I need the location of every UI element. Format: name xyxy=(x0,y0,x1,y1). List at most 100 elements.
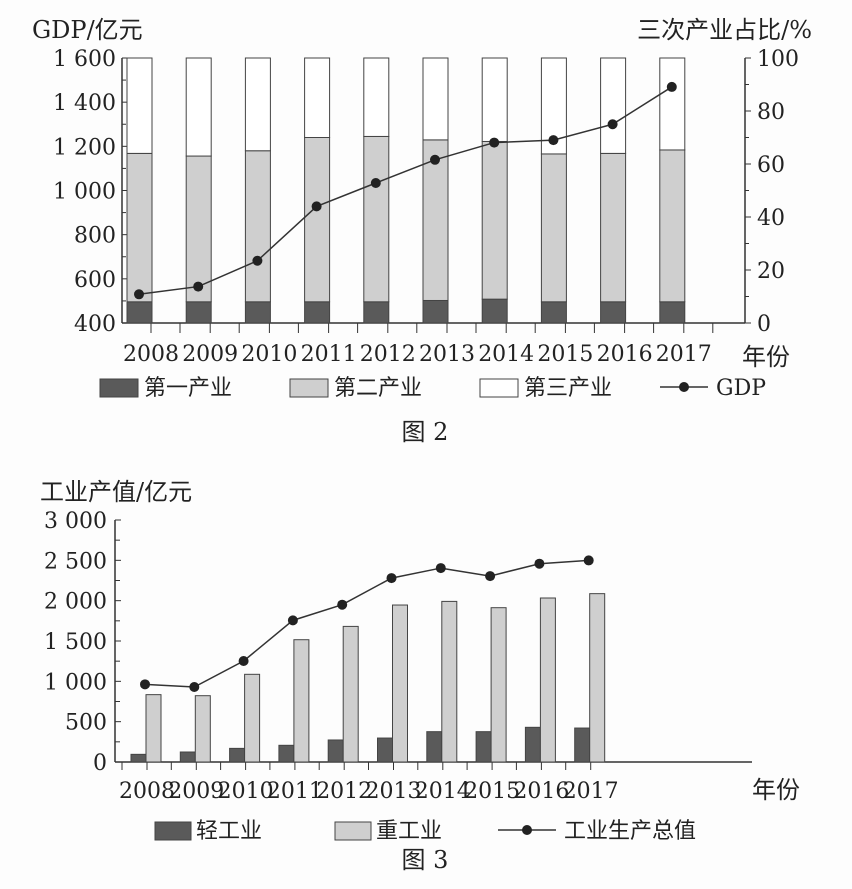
bar-heavy-2017 xyxy=(589,593,606,763)
left-tick-label: 1 600 xyxy=(53,47,116,72)
gdp-point-2014 xyxy=(489,137,500,148)
x-tick-label: 2012 xyxy=(360,342,416,367)
legend-label: 第二产业 xyxy=(334,376,422,401)
bar-heavy-2016 xyxy=(539,597,556,763)
bar-heavy-2011 xyxy=(293,639,310,763)
bar-secondary-2010 xyxy=(244,150,271,303)
legend-swatch-light xyxy=(154,821,192,841)
y-tick-label: 2 000 xyxy=(44,590,107,615)
bar-tertiary-2013 xyxy=(422,57,449,141)
x-tick-label: 2011 xyxy=(267,779,323,804)
bar-primary-2013 xyxy=(422,299,449,324)
x-tick-label: 2008 xyxy=(119,779,175,804)
x-tick-label: 2015 xyxy=(464,779,520,804)
gdp-point-2013 xyxy=(430,154,440,165)
legend-label: GDP xyxy=(716,376,766,401)
gdp-point-2012 xyxy=(370,177,381,188)
left-tick-label: 1 200 xyxy=(53,135,116,160)
gdp-line xyxy=(138,86,673,296)
y-tick-label: 1 000 xyxy=(44,670,107,695)
x-tick-label: 2009 xyxy=(168,779,224,804)
right-tick-label: 0 xyxy=(757,312,771,337)
bar-primary-2015 xyxy=(540,301,567,324)
bar-secondary-2009 xyxy=(185,155,212,303)
chart2-x-axis-title: 年份 xyxy=(742,343,790,371)
gdp-point-2008 xyxy=(134,289,144,300)
bar-secondary-2011 xyxy=(304,137,331,303)
left-tick-label: 400 xyxy=(74,312,116,337)
total-point-2011 xyxy=(287,615,298,626)
bar-tertiary-2008 xyxy=(126,57,153,154)
gdp-point-2017 xyxy=(666,81,677,92)
y-tick-label: 2 500 xyxy=(44,549,107,574)
chart2-right-axis-title: 三次产业占比/% xyxy=(637,16,812,44)
x-tick-label: 2009 xyxy=(182,342,238,367)
total-point-2012 xyxy=(337,599,348,610)
gdp-point-2010 xyxy=(252,255,263,266)
legend-total-marker xyxy=(522,825,532,835)
gdp-point-2009 xyxy=(193,281,204,292)
x-tick-label: 2011 xyxy=(301,342,357,367)
y-tick-label: 500 xyxy=(65,711,107,736)
bar-primary-2011 xyxy=(304,301,331,324)
total-point-2008 xyxy=(140,679,150,690)
bar-light-2010 xyxy=(229,747,246,763)
x-tick-label: 2013 xyxy=(366,779,422,804)
x-tick-label: 2014 xyxy=(415,779,471,804)
bar-heavy-2015 xyxy=(490,607,507,763)
total-point-2017 xyxy=(583,555,594,566)
x-tick-label: 2017 xyxy=(563,779,619,804)
x-tick-label: 2012 xyxy=(316,779,372,804)
bar-heavy-2012 xyxy=(342,625,359,763)
right-tick-label: 40 xyxy=(757,206,785,231)
legend-swatch-heavy xyxy=(334,821,372,841)
chart3-y-axis-title: 工业产值/亿元 xyxy=(40,478,192,506)
bar-primary-2009 xyxy=(185,301,212,324)
bar-light-2017 xyxy=(574,727,591,763)
bar-tertiary-2010 xyxy=(244,57,271,152)
x-tick-label: 2008 xyxy=(123,342,179,367)
bar-secondary-2013 xyxy=(422,139,449,301)
bar-heavy-2008 xyxy=(145,694,162,763)
bar-primary-2017 xyxy=(659,301,686,324)
x-tick-label: 2016 xyxy=(597,342,653,367)
legend-label: 重工业 xyxy=(376,819,442,844)
bar-heavy-2014 xyxy=(441,600,458,763)
right-tick-label: 60 xyxy=(757,153,785,178)
legend-swatch-0 xyxy=(99,378,139,398)
bar-secondary-2008 xyxy=(126,152,153,303)
bar-primary-2016 xyxy=(600,301,627,324)
legend-gdp-marker xyxy=(679,382,689,392)
bar-secondary-2014 xyxy=(481,140,508,300)
right-tick-label: 20 xyxy=(757,259,785,284)
bar-heavy-2010 xyxy=(244,673,261,763)
left-tick-label: 1 000 xyxy=(53,180,116,205)
x-tick-label: 2014 xyxy=(478,342,534,367)
legend-label: 轻工业 xyxy=(196,819,262,844)
x-tick-label: 2010 xyxy=(241,342,297,367)
legend-swatch-1 xyxy=(289,378,329,398)
gdp-point-2011 xyxy=(311,201,322,212)
left-tick-label: 600 xyxy=(74,268,116,293)
x-tick-label: 2016 xyxy=(513,779,569,804)
left-tick-label: 800 xyxy=(74,224,116,249)
right-tick-label: 100 xyxy=(757,47,799,72)
bar-heavy-2009 xyxy=(194,695,211,763)
bar-secondary-2016 xyxy=(600,152,627,303)
total-point-2013 xyxy=(386,573,397,584)
bar-light-2016 xyxy=(524,726,541,763)
bar-primary-2010 xyxy=(244,301,271,324)
y-tick-label: 0 xyxy=(93,751,107,776)
legend-label: 第一产业 xyxy=(144,376,232,401)
total-point-2009 xyxy=(189,681,200,692)
y-tick-label: 1 500 xyxy=(44,630,107,655)
chart2-caption: 图 2 xyxy=(402,418,449,446)
bar-heavy-2013 xyxy=(392,604,408,763)
bar-tertiary-2016 xyxy=(600,57,627,154)
bar-secondary-2015 xyxy=(540,153,567,303)
left-tick-label: 1 400 xyxy=(53,91,116,116)
total-line xyxy=(144,559,589,688)
chart3-caption: 图 3 xyxy=(402,846,449,874)
